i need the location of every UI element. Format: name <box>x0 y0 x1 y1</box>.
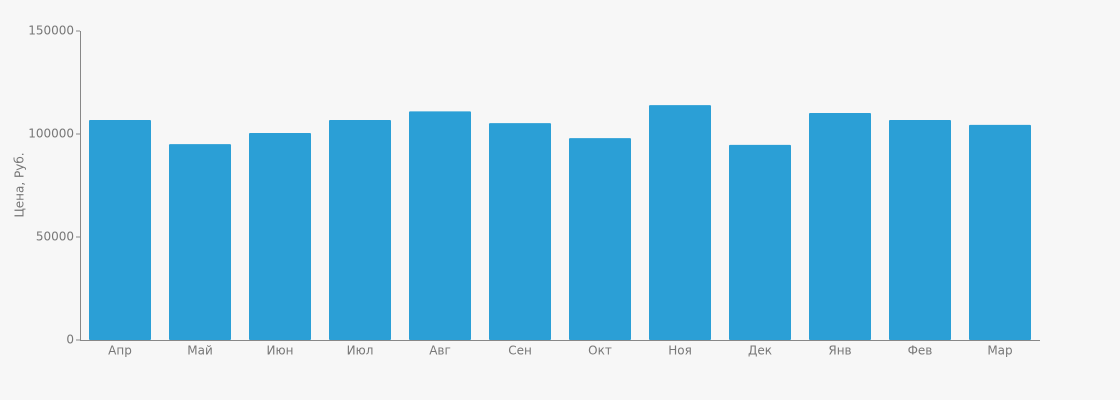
x-tick-label: Дек <box>748 344 772 358</box>
x-tick-label: Май <box>187 344 213 358</box>
x-tick-label: Фев <box>908 344 933 358</box>
bar <box>169 144 231 340</box>
bar <box>89 119 151 340</box>
bar <box>649 105 711 340</box>
x-tick-label: Окт <box>588 344 612 358</box>
bar <box>729 144 791 340</box>
y-axis-label: Цена, Руб. <box>13 152 27 217</box>
bar <box>409 111 471 340</box>
bar <box>249 132 311 340</box>
x-tick-label: Авг <box>429 344 451 358</box>
x-tick-label: Сен <box>508 344 532 358</box>
x-tick-label: Янв <box>828 344 851 358</box>
bar <box>889 119 951 340</box>
y-tick-label: 150000 <box>28 24 74 38</box>
bar <box>569 138 631 340</box>
bar <box>329 119 391 340</box>
y-tick-label: 0 <box>66 333 74 347</box>
bar <box>969 124 1031 340</box>
bar <box>489 123 551 340</box>
x-tick-label: Июл <box>347 344 374 358</box>
bar <box>809 112 871 340</box>
x-tick-label: Мар <box>987 344 1012 358</box>
x-tick-label: Ноя <box>668 344 692 358</box>
x-tick-label: Июн <box>267 344 294 358</box>
y-tick-label: 100000 <box>28 127 74 141</box>
y-tick-label: 50000 <box>36 230 74 244</box>
x-tick-label: Апр <box>108 344 132 358</box>
